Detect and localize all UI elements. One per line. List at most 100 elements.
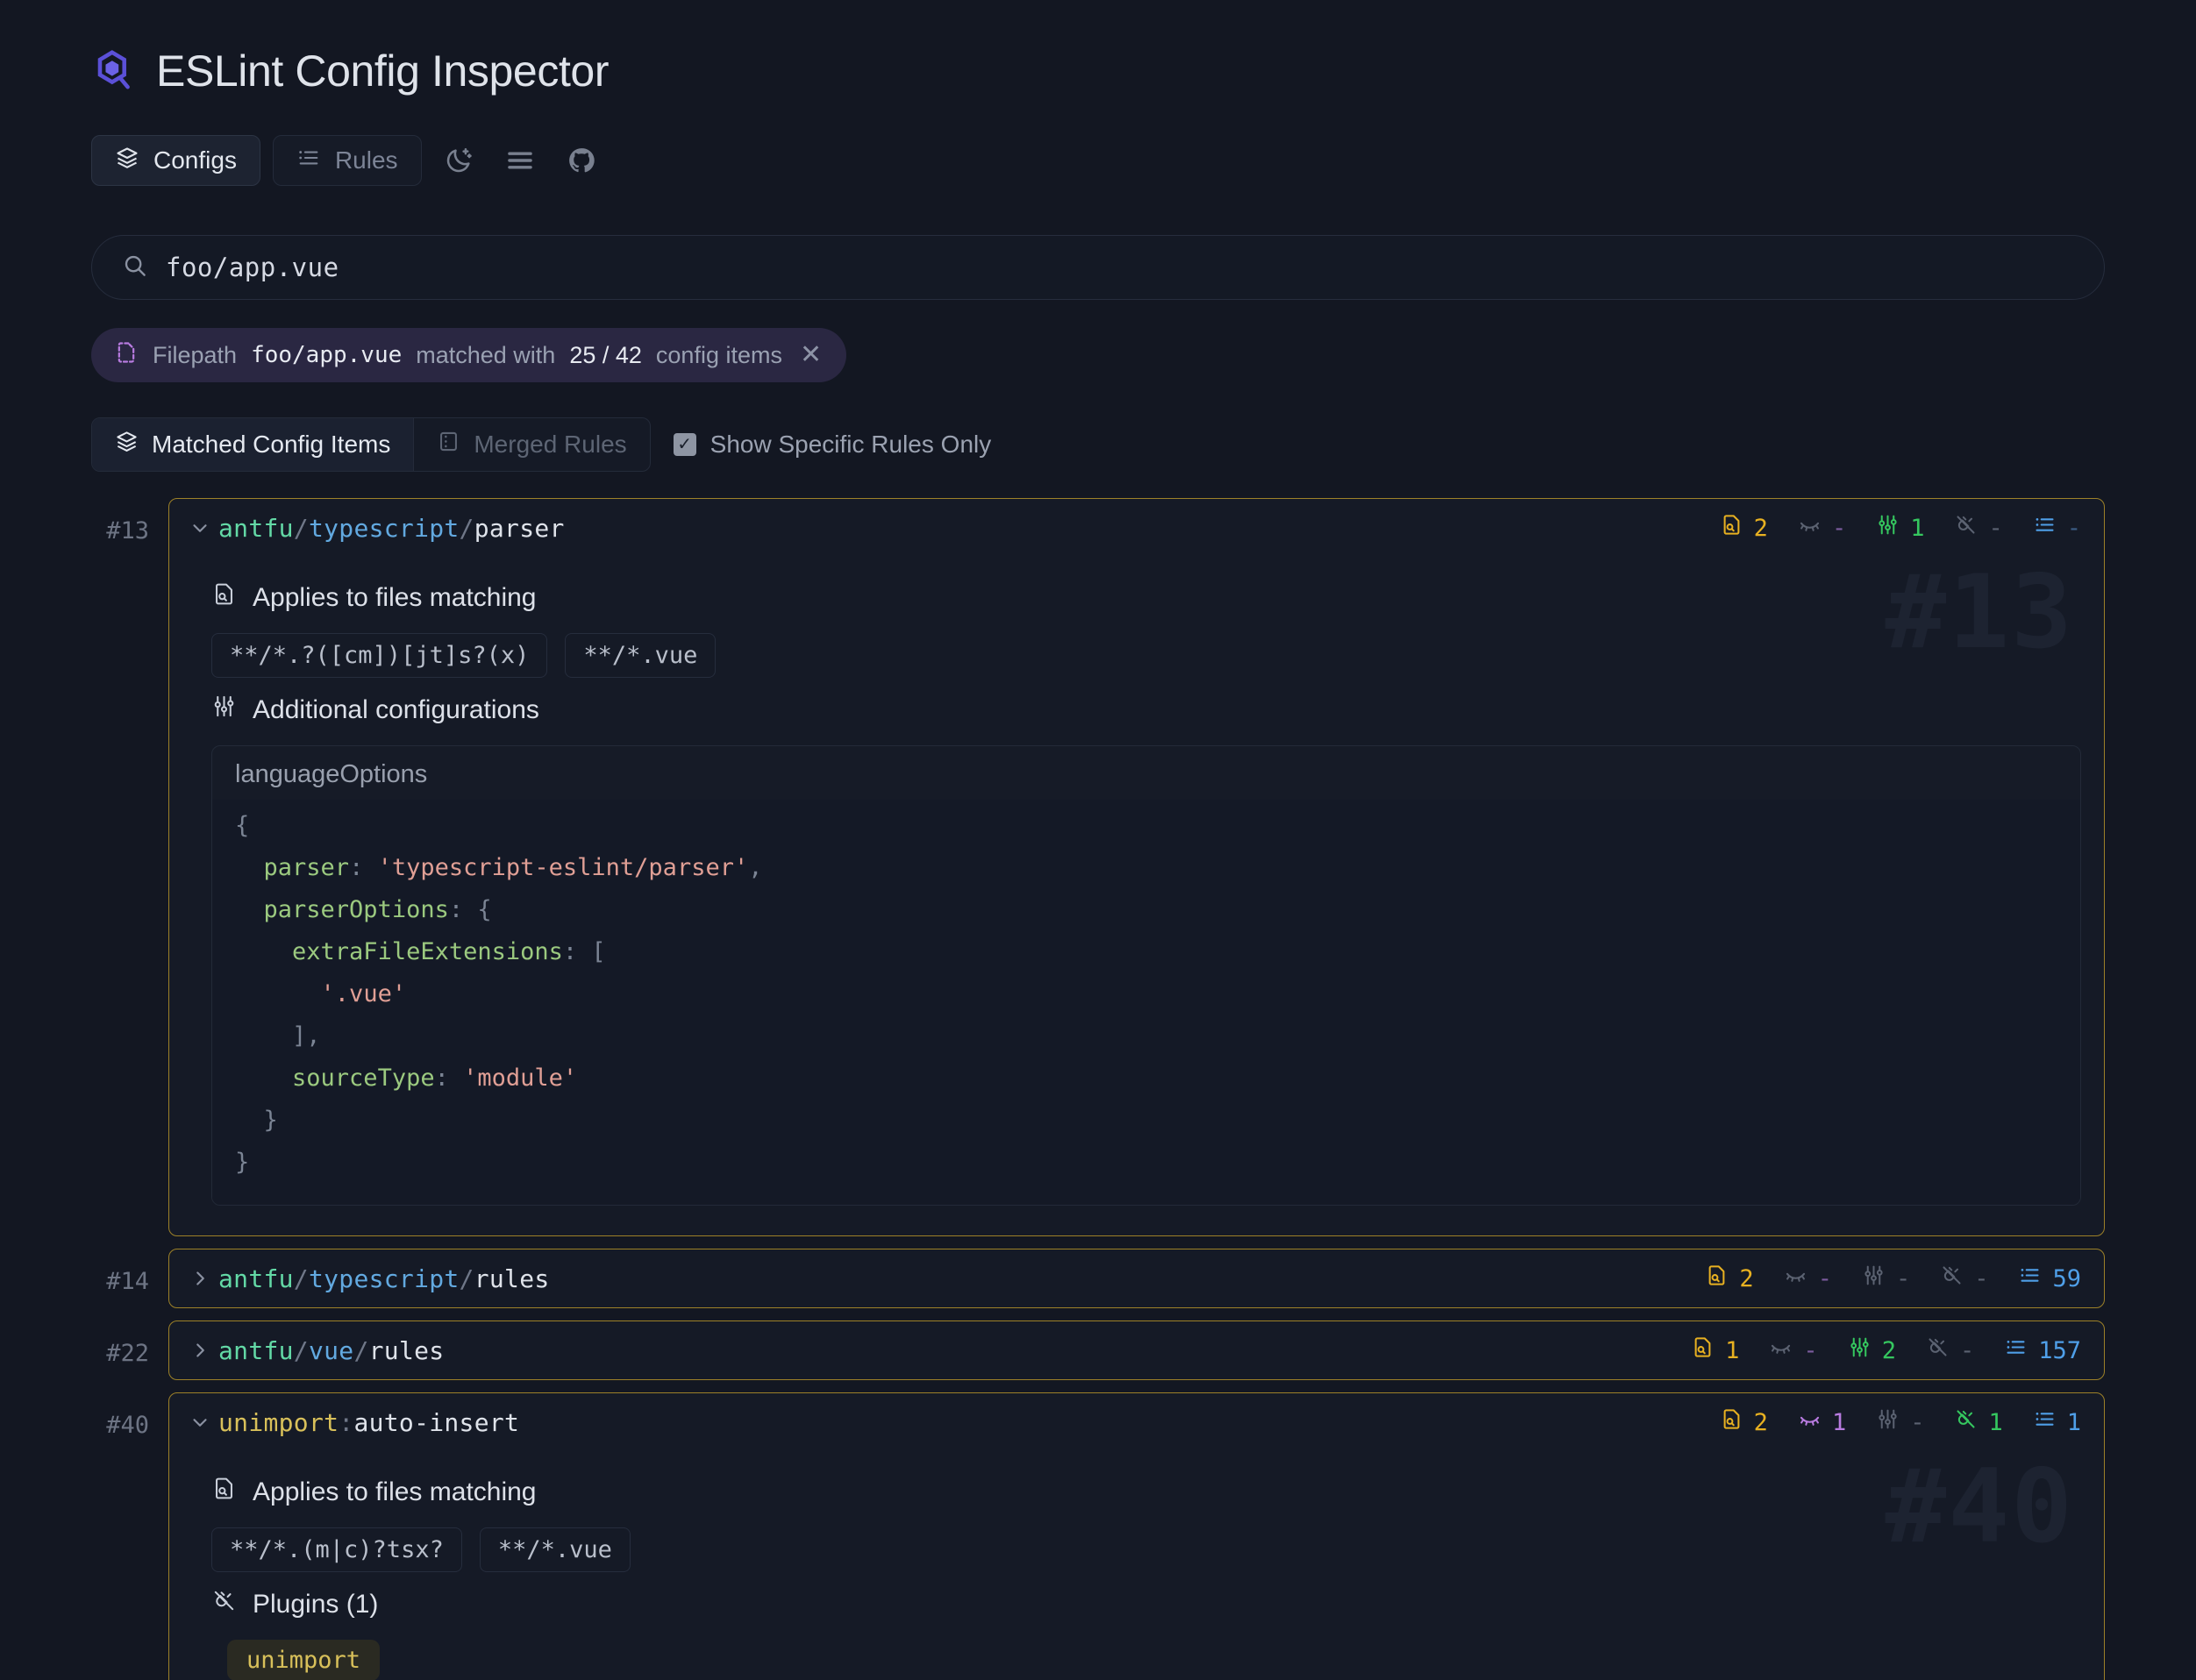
code-token [235,854,264,881]
config-card-header[interactable]: antfu/typescript/parser 2 - 1 [169,499,2104,557]
view-mode-segmented: Matched Config Items Merged Rules [91,417,651,472]
config-watermark: #13 [1885,553,2074,672]
menu-icon[interactable] [496,136,545,185]
eye-off-icon [1769,1335,1793,1365]
badge-options-value: 2 [1881,1336,1896,1364]
chevron-down-icon[interactable] [189,516,218,539]
list-icon [2018,1264,2042,1293]
badge-options: - [1876,1407,1924,1437]
file-search-icon [1691,1335,1715,1365]
badge-ignores-value: - [1803,1336,1818,1364]
moon-icon[interactable] [434,136,483,185]
code-token: : [349,854,378,882]
badge-plugins-value: 1 [1988,1408,2003,1436]
config-name: antfu/vue/rules [218,1336,444,1365]
code-token [235,1064,292,1092]
glob-list: **/*.(m|c)?tsx? **/*.vue [211,1527,2081,1573]
config-watermark: #40 [1885,1448,2074,1567]
config-badges: 2 1 - 1 1 [1720,1407,2081,1437]
list-icon [2004,1335,2028,1365]
badge-rules-value: 157 [2038,1336,2081,1364]
plug-off-icon [211,1588,237,1620]
eye-off-icon [1784,1264,1807,1293]
config-card: #13 antfu/typescript/parser 2 - [168,498,2105,1237]
segment-matched-config-items[interactable]: Matched Config Items [92,418,414,471]
panel-icon [437,430,460,459]
badge-plugins-value: - [1988,514,2003,542]
app-header: ESLint Config Inspector [91,46,2105,96]
github-icon[interactable] [557,136,606,185]
code-token: ], [235,1022,321,1050]
code-token: { [235,812,250,839]
list-icon [296,146,321,176]
code-block: languageOptions { parser: 'typescript-es… [211,745,2081,1207]
badge-ignores: 1 [1798,1407,1846,1437]
file-search-icon [1720,513,1743,543]
tab-rules[interactable]: Rules [272,135,422,186]
badge-rules: 157 [2004,1335,2081,1365]
badge-options: 2 [1848,1335,1896,1365]
config-card-header[interactable]: unimport:auto-insert 2 1 - [169,1393,2104,1451]
file-search-icon [211,581,237,614]
file-search-icon [1705,1264,1729,1293]
badge-options: - [1862,1264,1910,1293]
config-name-leaf: rules [474,1264,550,1293]
plugin-chip-list: unimport [211,1640,2081,1680]
code-token: 'typescript-eslint/parser' [377,854,749,882]
list-icon [2033,513,2057,543]
glob-chip: **/*.(m|c)?tsx? [211,1527,462,1573]
badge-plugins-value: - [1974,1264,1989,1292]
sliders-icon [1848,1335,1872,1365]
close-icon[interactable]: ✕ [799,340,823,369]
files-section-title: Applies to files matching [211,1476,2081,1508]
config-section-title: Additional configurations [211,694,2081,726]
filter-prefix-label: Filepath [153,341,238,368]
badge-ignores-value: - [1817,1264,1832,1292]
chevron-down-icon[interactable] [189,1411,218,1434]
checkbox-label: Show Specific Rules Only [709,431,992,458]
file-search-icon [211,1476,237,1508]
config-index: #40 [106,1412,149,1440]
config-name-leaf: parser [474,513,565,543]
code-token: 'module' [463,1064,578,1093]
show-specific-rules-only-checkbox[interactable]: ✓ Show Specific Rules Only [673,431,992,459]
config-name-sep: : [339,1407,354,1437]
eye-off-icon [1798,513,1822,543]
view-toolbar: Matched Config Items Merged Rules ✓ Show… [91,417,2105,472]
config-name-mid: typescript [308,1264,460,1293]
config-name: antfu/typescript/parser [218,514,565,543]
code-token: : [434,1064,464,1093]
config-index: #13 [106,517,149,545]
config-card-header[interactable]: antfu/typescript/rules 2 - - [169,1249,2104,1307]
config-badges: 2 - - - 59 [1705,1264,2081,1293]
chevron-right-icon[interactable] [189,1339,218,1362]
config-item-row: #22 antfu/vue/rules 1 - [91,1321,2105,1381]
badge-ignores-value: 1 [1831,1408,1847,1436]
config-name-leaf: rules [368,1335,445,1365]
code-token: parserOptions [263,896,449,924]
main-nav: Configs Rules [91,135,2105,186]
sliders-icon [1876,1407,1900,1437]
config-card: antfu/vue/rules 1 - 2 [168,1321,2105,1381]
code-token: '.vue' [320,980,407,1008]
config-name-sep: / [293,513,309,543]
segment-merged-rules[interactable]: Merged Rules [413,418,649,471]
search-input[interactable]: foo/app.vue [91,235,2105,300]
config-card-header[interactable]: antfu/vue/rules 1 - 2 [169,1321,2104,1379]
badge-plugins: - [1954,513,2003,543]
tab-configs[interactable]: Configs [91,135,260,186]
code-token: extraFileExtensions [292,938,563,966]
config-card-body: Applies to files matching **/*.?([cm])[j… [169,557,2104,1235]
config-item-row: #40 #40 unimport:auto-insert 2 1 [91,1392,2105,1680]
chevron-right-icon[interactable] [189,1267,218,1290]
filepath-filter-pill[interactable]: Filepath foo/app.vue matched with 25 / 4… [91,328,847,382]
badge-files-value: 1 [1725,1336,1740,1364]
badge-files-value: 2 [1739,1264,1754,1292]
eslint-logo-icon [91,48,137,94]
config-item-row: #14 antfu/typescript/rules 2 - [91,1249,2105,1309]
badge-rules: - [2033,513,2081,543]
glob-chip: **/*.vue [479,1527,631,1573]
plugin-chip[interactable]: unimport [227,1640,381,1680]
files-section-title: Applies to files matching [211,581,2081,614]
